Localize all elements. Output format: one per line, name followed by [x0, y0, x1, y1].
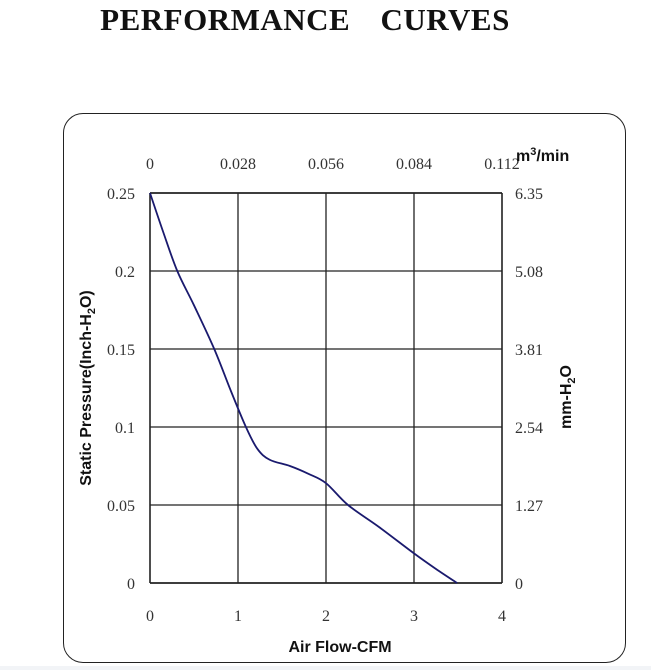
y-tick-label: 0	[127, 576, 135, 593]
y-axis-label: Static Pressure(Inch-H2O)	[78, 290, 98, 486]
secondary-y-axis-label: mm-H2O	[558, 365, 578, 429]
tick-labels: 0 1 2 3 40 0.028 0.056 0.084 0.11200.050.10.150.…	[107, 156, 543, 625]
x-tick-label: 3	[410, 608, 418, 625]
secondary-x-axis-label: m3/min	[516, 146, 569, 165]
x-tick-label: 4	[498, 608, 506, 625]
y-tick-label: 0.1	[115, 420, 135, 437]
y-tick-label: 0.15	[107, 342, 135, 359]
secondary-y-tick-label: 0	[515, 576, 523, 593]
x-tick-label: 2	[322, 608, 330, 625]
series-line-static-pressure	[149, 192, 458, 584]
secondary-x-tick-label: 0.028	[220, 156, 256, 173]
bottom-strip	[0, 666, 651, 670]
secondary-y-tick-label: 1.27	[515, 498, 543, 515]
chart-frame	[63, 113, 626, 663]
y-tick-label: 0.25	[107, 186, 135, 203]
data-points	[150, 193, 457, 583]
secondary-x-tick-label: 0	[146, 156, 154, 173]
x-tick-label: 0	[146, 608, 154, 625]
secondary-x-tick-label: 0.084	[396, 156, 432, 173]
secondary-y-tick-label: 3.81	[515, 342, 543, 359]
secondary-y-tick-label: 2.54	[515, 420, 543, 437]
chart-title: PERFORMANCE CURVES	[100, 2, 510, 37]
secondary-y-tick-label: 6.35	[515, 186, 543, 203]
grid	[149, 192, 503, 584]
secondary-y-tick-label: 5.08	[515, 264, 543, 281]
y-tick-label: 0.05	[107, 498, 135, 515]
secondary-x-tick-label: 0.112	[484, 156, 519, 173]
secondary-x-tick-label: 0.056	[308, 156, 344, 173]
x-tick-label: 1	[234, 608, 242, 625]
y-tick-label: 0.2	[115, 264, 135, 281]
x-axis-label: Air Flow-CFM	[288, 639, 391, 656]
